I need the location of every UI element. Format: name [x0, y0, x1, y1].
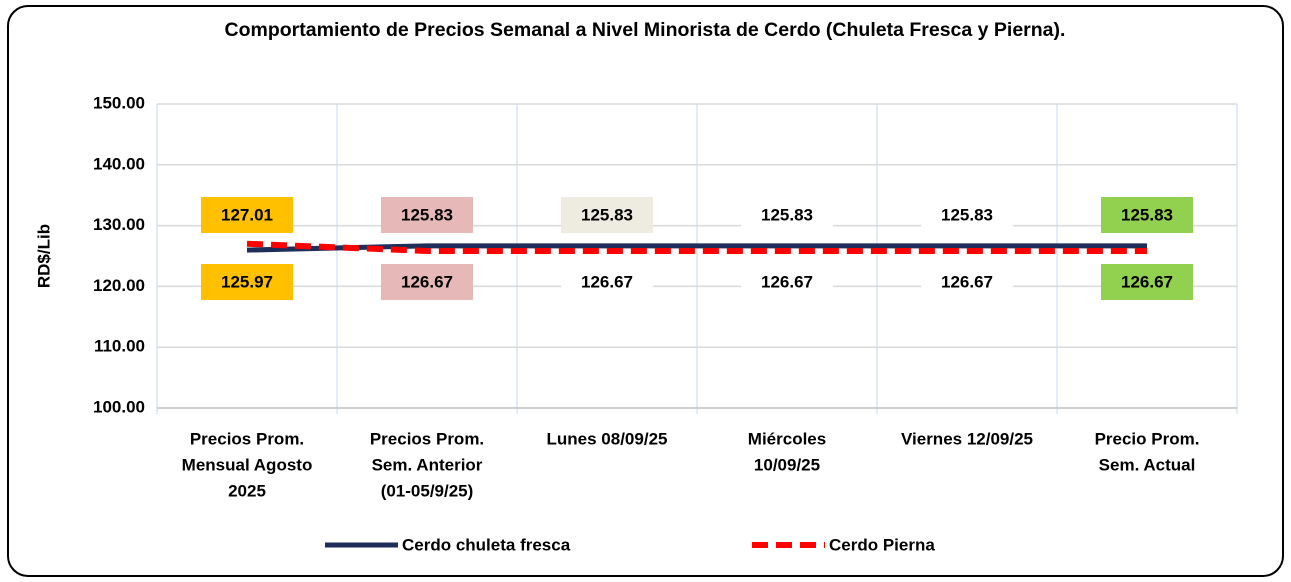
x-tick-label: 10/09/25 — [754, 455, 820, 474]
data-label-box — [921, 197, 1013, 233]
legend-label: Cerdo chuleta fresca — [402, 535, 571, 554]
y-tick-label: 100.00 — [93, 397, 145, 416]
data-label-box — [741, 197, 833, 233]
data-label-box — [741, 264, 833, 300]
legend-label: Cerdo Pierna — [829, 535, 935, 554]
data-label: 125.83 — [941, 205, 993, 224]
data-label-box — [1101, 264, 1193, 300]
x-tick-label: Sem. Anterior — [372, 455, 483, 474]
data-label: 125.97 — [221, 272, 273, 291]
data-label-box — [381, 264, 473, 300]
series-line — [246, 240, 1147, 254]
x-tick-label: Lunes 08/09/25 — [547, 429, 668, 448]
x-tick-label: Precio Prom. — [1095, 429, 1200, 448]
data-label: 126.67 — [761, 272, 813, 291]
x-tick-label: Precios Prom. — [190, 429, 304, 448]
y-tick-label: 130.00 — [93, 215, 145, 234]
data-label-box — [561, 197, 653, 233]
data-label: 126.67 — [401, 272, 453, 291]
x-tick-label: Miércoles — [748, 429, 826, 448]
x-tick-label: Precios Prom. — [370, 429, 484, 448]
x-tick-label: Viernes 12/09/25 — [901, 429, 1033, 448]
y-axis-label: RD$/Lib — [34, 224, 53, 288]
x-tick-label: 2025 — [228, 481, 266, 500]
data-label-box — [381, 197, 473, 233]
y-tick-label: 140.00 — [93, 154, 145, 173]
y-tick-label: 110.00 — [94, 337, 145, 356]
data-label: 126.67 — [581, 272, 633, 291]
x-tick-label: Sem. Actual — [1099, 455, 1196, 474]
data-label: 127.01 — [221, 205, 273, 224]
data-label: 126.67 — [1121, 272, 1173, 291]
y-tick-label: 150.00 — [93, 93, 145, 112]
data-label: 125.83 — [1121, 205, 1173, 224]
chart-title: Comportamiento de Precios Semanal a Nive… — [224, 19, 1066, 41]
data-label-box — [1101, 197, 1193, 233]
y-tick-label: 120.00 — [93, 276, 145, 295]
data-label-box — [921, 264, 1013, 300]
data-label-box — [201, 197, 293, 233]
x-tick-label: (01-05/9/25) — [381, 481, 474, 500]
x-tick-label: Mensual Agosto — [182, 455, 313, 474]
data-label: 125.83 — [581, 205, 633, 224]
series-line — [246, 243, 1147, 253]
data-label: 125.83 — [761, 205, 813, 224]
data-label: 126.67 — [941, 272, 993, 291]
data-label: 125.83 — [401, 205, 453, 224]
data-label-box — [561, 264, 653, 300]
data-label-box — [201, 264, 293, 300]
